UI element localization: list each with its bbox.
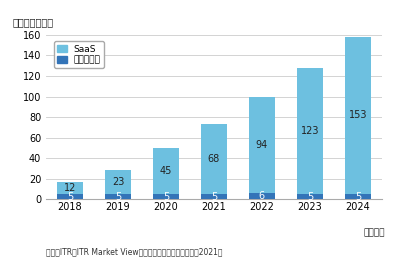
Bar (297, 194, 323, 199)
Text: 5: 5 (307, 192, 313, 202)
Bar (57, 194, 83, 199)
Bar (57, 182, 83, 194)
Text: 12: 12 (64, 183, 76, 193)
Text: 5: 5 (115, 192, 121, 202)
Legend: SaaS, パッケージ: SaaS, パッケージ (54, 41, 104, 68)
Bar (249, 193, 275, 199)
Bar (249, 97, 275, 193)
Text: 153: 153 (349, 111, 367, 120)
Text: 6: 6 (259, 191, 265, 201)
Bar (105, 170, 131, 194)
Bar (201, 194, 227, 199)
Text: 45: 45 (160, 166, 172, 176)
Text: （年度）: （年度） (364, 229, 385, 238)
Text: 5: 5 (355, 192, 361, 202)
Text: 94: 94 (256, 140, 268, 150)
Text: 5: 5 (67, 192, 73, 202)
Bar (153, 148, 179, 194)
Bar (201, 124, 227, 194)
Text: （単位：億円）: （単位：億円） (12, 17, 54, 27)
Bar (345, 37, 371, 194)
Bar (153, 194, 179, 199)
Text: 5: 5 (163, 192, 169, 202)
Bar (297, 68, 323, 194)
Text: 123: 123 (301, 126, 319, 136)
Bar (345, 194, 371, 199)
Text: 出典：ITR「ITR Market View：人事・給与・就業管理市場2021」: 出典：ITR「ITR Market View：人事・給与・就業管理市場2021」 (46, 247, 222, 256)
Text: 68: 68 (208, 154, 220, 164)
Bar (105, 194, 131, 199)
Text: 23: 23 (112, 177, 124, 187)
Text: 5: 5 (211, 192, 217, 202)
